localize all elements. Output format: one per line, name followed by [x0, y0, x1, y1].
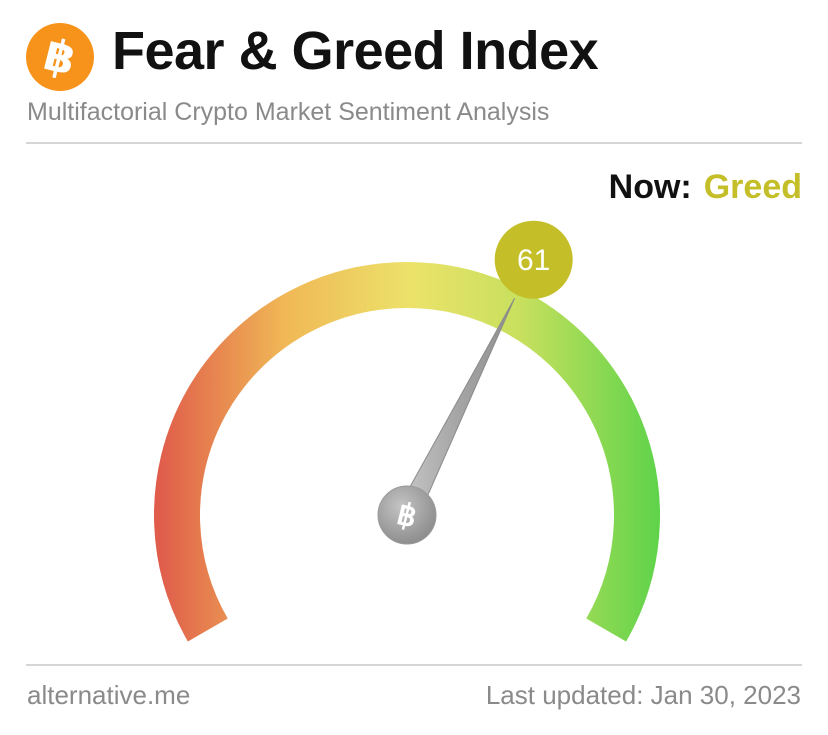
gauge-hub	[377, 485, 437, 545]
current-sentiment: Now: Greed	[609, 168, 802, 207]
source-link[interactable]: alternative.me	[27, 680, 191, 710]
value-label: 61	[517, 244, 550, 277]
bottom-divider	[26, 664, 802, 666]
now-value: Greed	[703, 168, 802, 206]
page-title: Fear & Greed Index	[112, 21, 599, 81]
page-subtitle: Multifactorial Crypto Market Sentiment A…	[27, 98, 550, 126]
header: ฿ Fear & Greed Index Multifactorial Cryp…	[0, 0, 828, 145]
value-badge	[494, 220, 573, 299]
gauge-arc	[154, 262, 660, 642]
last-updated: Last updated: Jan 30, 2023	[485, 680, 801, 710]
top-divider	[26, 142, 802, 144]
now-label: Now:	[608, 168, 692, 206]
